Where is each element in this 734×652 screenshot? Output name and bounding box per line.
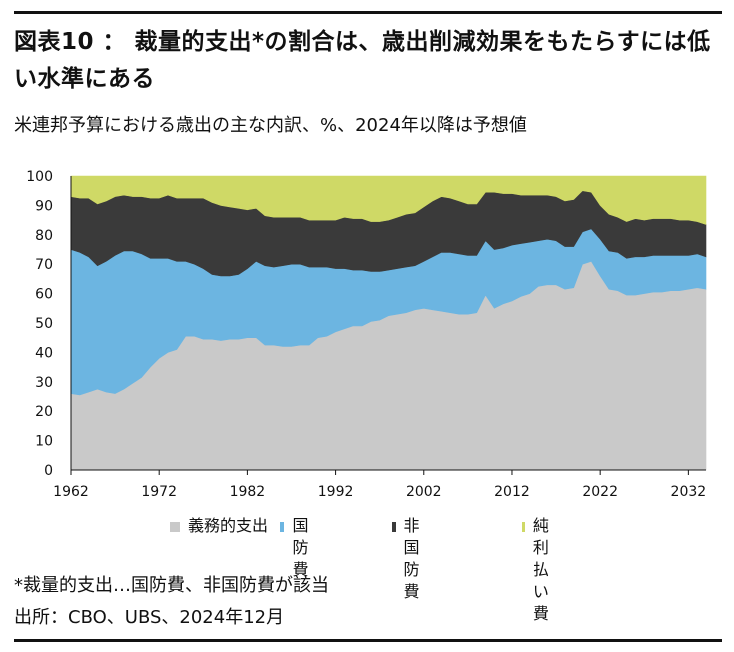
legend-swatch-net-interest [522,522,525,532]
legend-swatch-defense [280,522,285,532]
stacked-area-chart: 0 10 20 30 40 50 60 70 80 90 100 1962 1972 1982 1992 20… [26,169,707,500]
y-tick-label: 80 [35,228,53,244]
legend-item-nondefense: 非国防費 [392,515,426,603]
y-tick-label: 40 [35,345,53,361]
legend-label-defense: 国防費 [292,516,309,579]
page-title: 図表10 ： 裁量的支出*の割合は、歳出削減効果をもたらすには低い水準にある [14,29,711,92]
y-tick-label: 50 [35,316,53,332]
y-tick-label: 90 [35,198,53,214]
legend-label-net-interest: 純利払い費 [532,516,549,623]
x-tick-label: 2012 [494,484,530,500]
legend-item-mandatory: 義務的支出 [170,515,270,537]
chart-subtitle: 米連邦予算における歳出の主な内訳、%、2024年以降は予想値 [14,115,527,136]
footnote: *裁量的支出…国防費、非国防費が該当 [14,575,329,596]
y-tick-label: 20 [35,404,53,420]
x-tick-label: 2022 [582,484,618,500]
x-tick-label: 2002 [406,484,442,500]
y-tick-label: 70 [35,257,53,273]
y-tick-label: 30 [35,375,53,391]
source-note: 出所：CBO、UBS、2024年12月 [14,607,285,628]
bottom-rule [14,639,722,642]
legend-item-net-interest: 純利払い費 [522,515,556,625]
y-tick-label: 60 [35,287,53,303]
x-tick-label: 1992 [318,484,354,500]
legend-label-nondefense: 非国防費 [403,516,420,601]
x-tick-label: 1962 [53,484,89,500]
series-area-3 [70,175,707,225]
x-tick-label: 1982 [230,484,266,500]
x-tick-label: 2032 [671,484,707,500]
y-tick-label: 10 [35,434,53,450]
y-tick-label: 0 [44,463,53,479]
legend-swatch-nondefense [392,522,396,532]
legend-item-defense: 国防費 [280,515,314,581]
y-tick-label: 100 [26,169,53,185]
legend-swatch-mandatory [170,522,180,532]
x-tick-label: 1972 [141,484,177,500]
top-rule [14,11,722,14]
legend-label-mandatory: 義務的支出 [188,516,269,535]
